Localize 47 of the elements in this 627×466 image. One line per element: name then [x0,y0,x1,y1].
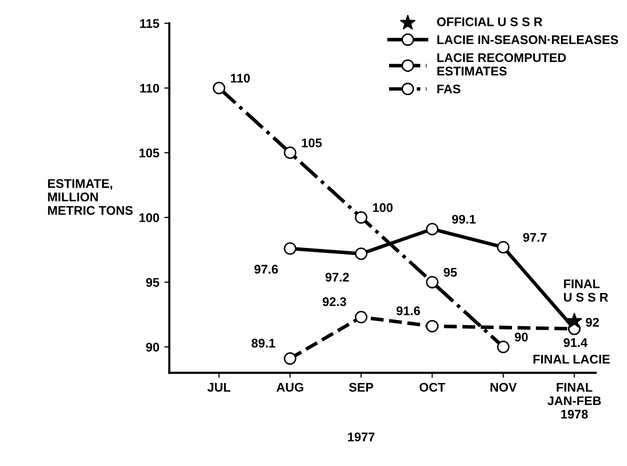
data-label: 105 [302,138,322,148]
data-label: 92.3 [322,297,346,306]
data-label: 92 [586,318,599,327]
point [354,310,368,324]
data-label: 90 [514,332,528,342]
point [354,247,368,260]
y-tick-label: 110 [140,84,160,93]
point [426,276,438,288]
data-label: 95 [444,268,457,277]
x-tick-label: NOV [490,382,517,392]
point [212,82,226,94]
data-label: 97.7 [523,232,546,242]
point [284,146,296,159]
data-label: 97.6 [254,264,278,274]
x-tick-label: FINAL JAN-FEB 1978 [547,382,601,419]
legend-label: LACIE IN-SEASON·RELEASES [437,35,618,44]
annotation: FINAL U S S R [564,280,608,302]
data-label: 99.1 [452,214,476,224]
legend-label: OFFICIAL U S S R [437,17,542,26]
y-tick-label: 95 [146,278,160,287]
point [284,352,296,365]
legend-label: LACIE RECOMPUTED ESTIMATES [437,53,566,76]
data-label: 100 [373,203,393,212]
y-tick-label: 105 [140,148,160,158]
x-axis-title: 1977 [348,432,375,442]
data-label: 97.2 [325,272,349,282]
y-tick-label: 90 [146,342,160,352]
x-tick-label: JUL [207,382,230,392]
point [354,211,368,224]
y-tick-label: 115 [140,19,160,28]
x-tick-label: OCT [420,382,446,392]
x-tick-label: AUG [276,382,304,392]
point [426,222,438,236]
data-label: 91.4 [564,338,588,347]
data-label: 91.6 [396,306,420,316]
legend-label: FAS [437,84,460,94]
point [426,320,438,332]
y-axis-title: ESTIMATE, MILLION METRIC TONS [48,179,133,215]
point [497,240,510,254]
data-label: 110 [230,74,250,83]
point [497,340,510,354]
y-tick-label: 100 [140,213,160,222]
annotation: FINAL LACIE [534,354,610,364]
point [284,242,296,255]
point [566,313,582,328]
data-label: 89.1 [252,338,276,348]
x-tick-label: SEP [349,382,374,392]
